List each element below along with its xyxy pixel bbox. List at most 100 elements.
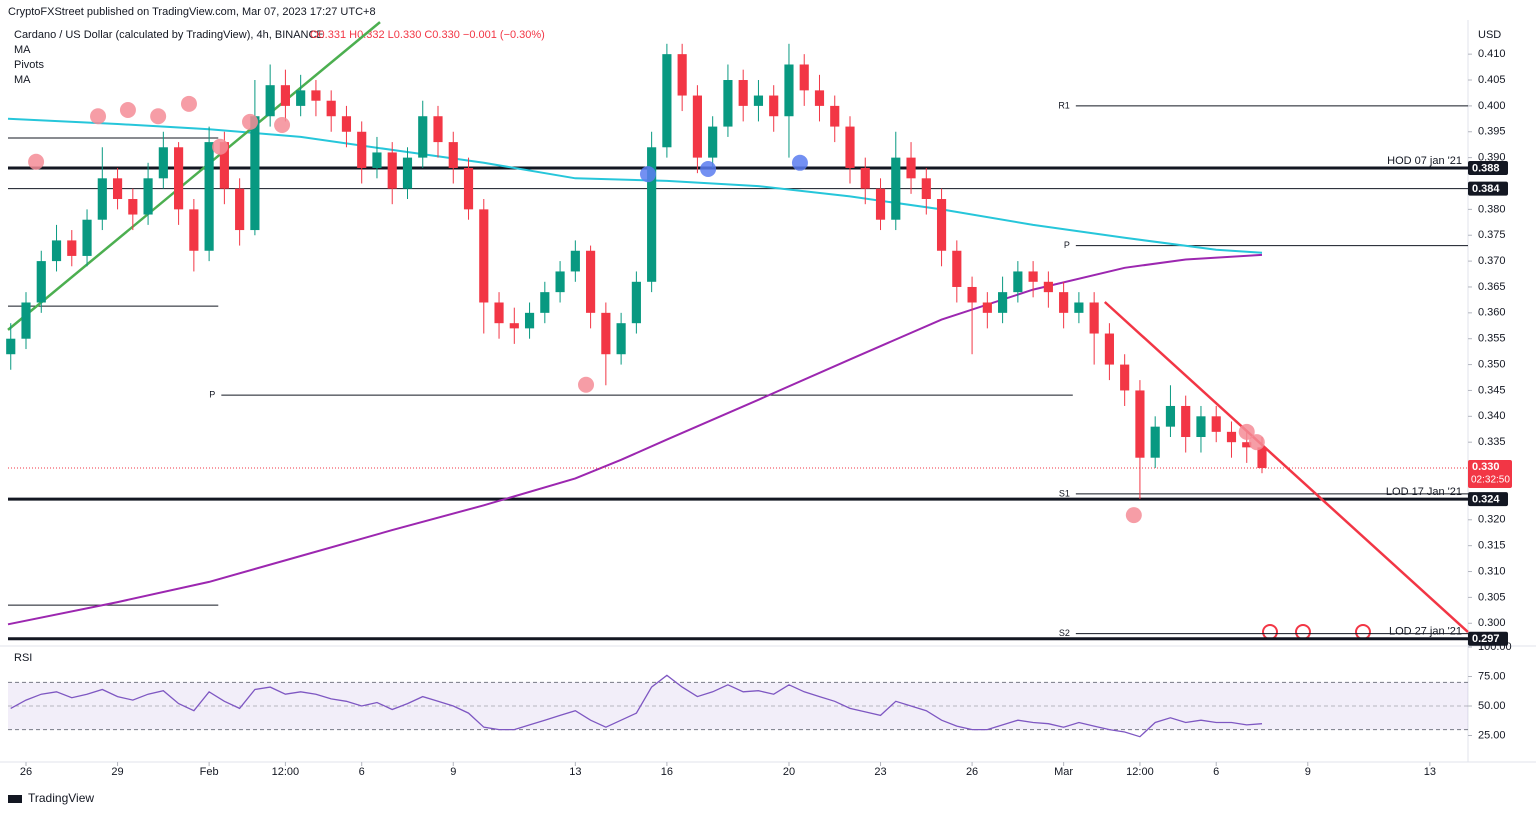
candle-body	[204, 142, 214, 251]
candle-body	[326, 100, 336, 117]
candle-body	[479, 209, 489, 303]
y-tick-label: 0.305	[1478, 591, 1506, 603]
pivot-label: P	[1064, 240, 1070, 250]
candle-body	[235, 188, 245, 231]
candle-body	[692, 95, 702, 158]
level-label: LOD 17 Jan '21	[1386, 486, 1462, 498]
candle-body	[250, 116, 260, 231]
candle-body	[1135, 390, 1145, 458]
candle-body	[387, 152, 397, 189]
candle-body	[1257, 447, 1267, 469]
currency: USD	[1478, 29, 1501, 41]
candle-body	[311, 90, 321, 101]
y-tick-label: 0.380	[1478, 203, 1506, 215]
y-tick-label: 0.370	[1478, 255, 1506, 267]
candle-body	[1150, 426, 1160, 458]
x-tick-label: 12:00	[1126, 766, 1154, 778]
pattern-marker	[274, 117, 291, 134]
x-tick-label: 29	[111, 766, 123, 778]
x-tick-label: 6	[359, 766, 365, 778]
x-tick-label: Mar	[1054, 766, 1073, 778]
candle-body	[906, 157, 916, 179]
y-tick-label: 0.345	[1478, 384, 1506, 396]
candle-body	[494, 302, 504, 324]
indicator-label: MA	[14, 74, 31, 86]
candle-body	[1104, 333, 1114, 365]
candle-body	[463, 167, 474, 210]
candle-body	[51, 240, 62, 262]
candle-body	[265, 85, 275, 117]
x-tick-label: 6	[1213, 766, 1219, 778]
candle-body	[509, 323, 519, 329]
candle-body	[357, 131, 367, 168]
footer-brand: TradingView	[28, 791, 94, 805]
y-tick-label: 0.390	[1478, 152, 1506, 164]
event-flag[interactable]	[1295, 624, 1311, 640]
candle-body	[112, 178, 123, 200]
logo: TradingView	[8, 791, 94, 805]
pattern-marker	[791, 154, 808, 171]
moving-average	[7, 253, 1263, 626]
candle-body	[1226, 431, 1237, 443]
candle-body	[753, 95, 764, 106]
candle-body	[433, 116, 443, 143]
y-tick-label: 0.350	[1478, 358, 1506, 370]
pattern-marker	[242, 113, 259, 130]
candle-body	[662, 54, 672, 148]
y-tick-label: 0.315	[1478, 540, 1506, 552]
pattern-marker	[150, 108, 167, 125]
rsi-tick-label: 75.00	[1478, 670, 1506, 682]
logo-mark	[8, 795, 22, 803]
moving-average	[7, 117, 1263, 254]
candle-body	[296, 90, 306, 106]
y-tick-label: 0.410	[1478, 48, 1506, 60]
pattern-marker	[1248, 434, 1265, 451]
rsi-title: RSI	[14, 652, 32, 664]
candle-body	[647, 147, 657, 282]
rsi-tick-label: 50.00	[1478, 700, 1506, 712]
trendline	[1103, 301, 1469, 634]
level-label: HOD 07 jan '21	[1387, 155, 1462, 167]
pivot-label: S2	[1059, 628, 1070, 638]
candle-body	[1028, 271, 1038, 282]
pivot-label: R1	[1058, 100, 1070, 110]
candle-body	[1120, 364, 1130, 391]
pattern-marker	[119, 102, 136, 119]
candle-body	[1165, 405, 1176, 427]
event-flags	[1262, 624, 1371, 640]
event-flag[interactable]	[1355, 624, 1371, 640]
candle-body	[586, 250, 596, 313]
price-badge-label: 0.384	[1472, 183, 1500, 195]
candle-body	[570, 250, 580, 272]
candle-body	[708, 126, 718, 158]
rsi-tick-label: 100.00	[1478, 641, 1512, 653]
y-tick-label: 0.375	[1478, 229, 1506, 241]
x-tick-label: Feb	[200, 766, 219, 778]
y-tick-label: 0.310	[1478, 565, 1506, 577]
candle-body	[1211, 416, 1221, 432]
candle-body	[814, 90, 825, 106]
last-price-label: 0.330	[1472, 461, 1500, 473]
pattern-marker	[700, 161, 717, 178]
event-flag[interactable]	[1262, 624, 1278, 640]
candle-body	[158, 147, 168, 179]
x-tick-label: 9	[1305, 766, 1311, 778]
price-badge	[1468, 492, 1508, 507]
candle-body	[540, 292, 550, 313]
x-tick-label: 12:00	[272, 766, 300, 778]
candle-body	[372, 152, 382, 168]
ohlc: O0.331 H0.332 L0.330 C0.330 −0.001 (−0.3…	[310, 29, 545, 41]
pattern-marker	[28, 153, 45, 170]
candle-body	[799, 64, 809, 91]
y-tick-label: 0.400	[1478, 100, 1506, 112]
candle-body	[1089, 302, 1099, 334]
candle-body	[921, 178, 931, 200]
y-tick-label: 0.355	[1478, 333, 1506, 345]
candle-body	[845, 126, 855, 168]
symbol-title: Cardano / US Dollar (calculated by Tradi…	[14, 29, 324, 41]
candle-body	[67, 240, 77, 256]
price-badge-label: 0.297	[1472, 633, 1500, 645]
x-tick-label: 13	[1424, 766, 1436, 778]
x-tick-label: 16	[661, 766, 673, 778]
pattern-marker	[212, 138, 229, 155]
